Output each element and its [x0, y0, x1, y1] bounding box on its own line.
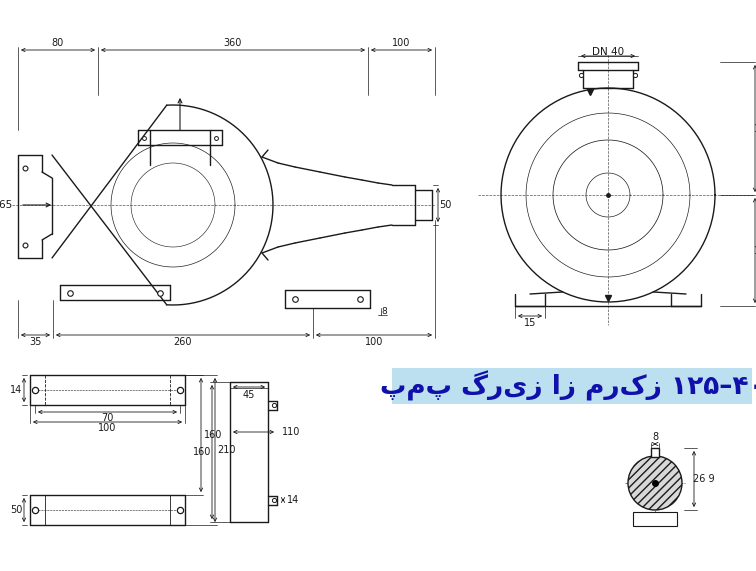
Text: 35: 35 [29, 337, 42, 347]
Text: 160: 160 [193, 447, 211, 457]
Text: DN 65: DN 65 [0, 200, 12, 210]
FancyBboxPatch shape [392, 368, 752, 404]
Text: 8: 8 [652, 432, 658, 442]
Text: 14: 14 [287, 495, 299, 505]
Text: 100: 100 [98, 423, 116, 433]
Circle shape [628, 456, 682, 510]
Text: 14: 14 [10, 385, 22, 395]
Text: 70: 70 [101, 413, 113, 423]
Bar [651, 448, 659, 457]
Text: 112: 112 [754, 246, 756, 255]
Text: 210: 210 [218, 445, 236, 455]
Text: 100: 100 [365, 337, 383, 347]
Text: 110: 110 [282, 427, 300, 437]
Text: 45: 45 [243, 390, 256, 400]
Bar [633, 512, 677, 526]
Text: پمپ گریز از مرکز ۱۲۵–۴۰: پمپ گریز از مرکز ۱۲۵–۴۰ [380, 371, 756, 401]
Text: 8: 8 [381, 307, 387, 316]
Text: 50: 50 [10, 505, 22, 515]
Text: 260: 260 [174, 337, 192, 347]
Text: Ø24k6: Ø24k6 [640, 514, 670, 524]
Text: 140: 140 [754, 123, 756, 134]
Text: 160: 160 [204, 430, 222, 440]
Text: 80: 80 [52, 38, 64, 48]
Text: 360: 360 [224, 38, 242, 48]
Text: 100: 100 [392, 38, 411, 48]
Text: DN 40: DN 40 [592, 47, 624, 57]
Text: 50: 50 [438, 200, 451, 210]
Text: 15: 15 [524, 318, 536, 328]
Text: 26 9: 26 9 [693, 474, 715, 484]
